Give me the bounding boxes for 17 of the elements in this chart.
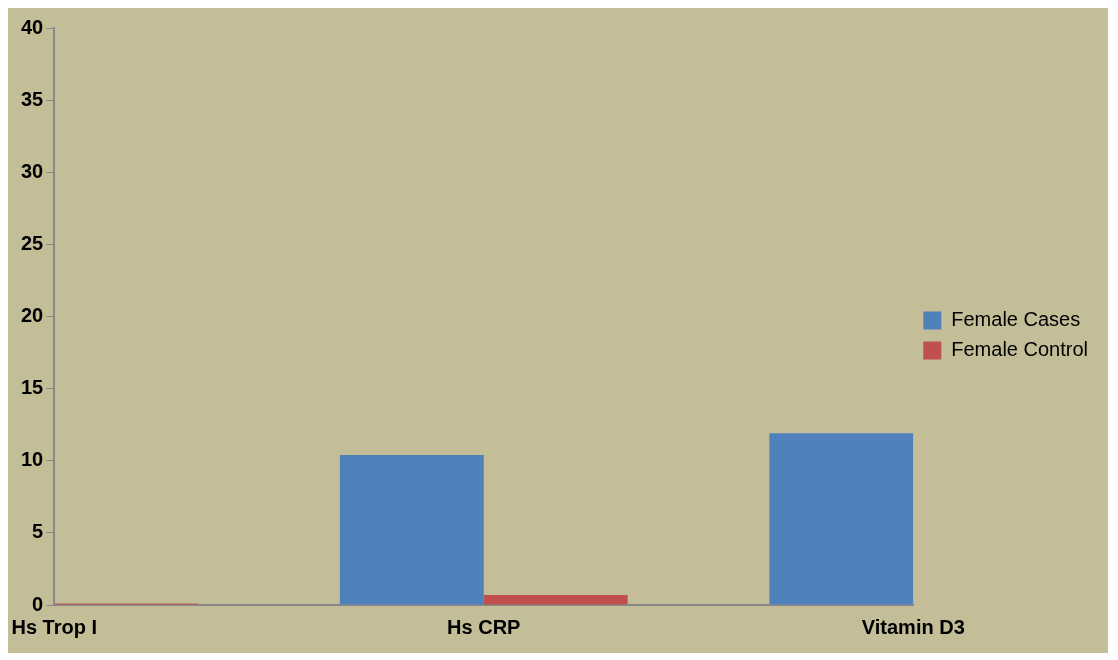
bar — [769, 433, 914, 605]
y-tick-label: 15 — [21, 376, 44, 399]
x-tick-label: Vitamin D3 — [861, 615, 965, 638]
legend-label: Female Cases — [951, 308, 1081, 331]
y-tick-label: 25 — [21, 231, 44, 254]
y-tick-label: 20 — [21, 304, 44, 327]
bar — [339, 454, 484, 605]
y-tick-label: 5 — [32, 520, 44, 543]
y-tick-label: 40 — [21, 15, 44, 38]
legend-label: Female Control — [951, 338, 1088, 361]
x-tick-label: Hs Trop I — [11, 615, 98, 638]
y-tick-label: 0 — [32, 592, 44, 615]
bar — [483, 594, 628, 605]
x-tick-label: Hs CRP — [447, 615, 521, 638]
y-tick-label: 35 — [21, 87, 44, 110]
y-tick-label: 10 — [21, 448, 44, 471]
y-tick-label: 30 — [21, 159, 44, 182]
